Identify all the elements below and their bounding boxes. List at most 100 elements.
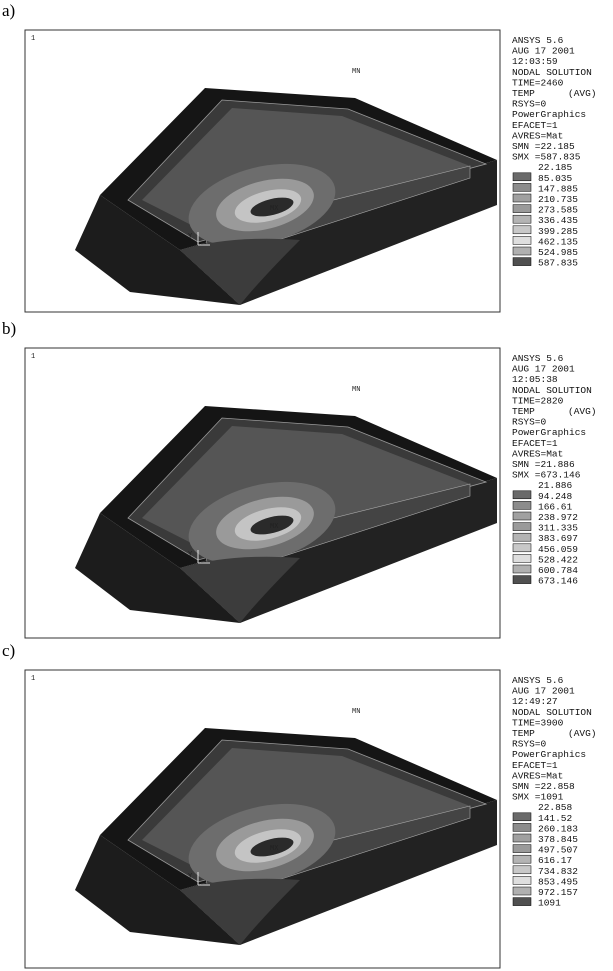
legend-swatch	[513, 501, 531, 509]
legend-swatch	[513, 554, 531, 562]
info-line: AUG 17 2001	[512, 364, 575, 375]
legend-value: 311.335	[538, 523, 578, 534]
info-line: SMX =1091	[512, 792, 564, 803]
mx-label: MX	[270, 523, 279, 531]
legend-swatch	[513, 887, 531, 895]
legend-value: 238.972	[538, 512, 578, 523]
info-avg: (AVG)	[568, 88, 597, 99]
legend-value: 734.832	[538, 866, 578, 877]
legend-value: 22.858	[538, 802, 573, 813]
legend-value: 273.585	[538, 205, 578, 216]
legend-value: 853.495	[538, 876, 578, 887]
info-line: PowerGraphics	[512, 427, 586, 438]
legend-swatch	[513, 173, 531, 181]
legend-swatch	[513, 183, 531, 191]
legend-value: 456.059	[538, 544, 578, 555]
info-line: ANSYS 5.6	[512, 353, 564, 364]
legend-value: 528.422	[538, 554, 578, 565]
info-line: SMX =673.146	[512, 470, 581, 481]
legend-value: 972.157	[538, 887, 578, 898]
legend-value: 210.735	[538, 194, 578, 205]
info-line: 12:05:38	[512, 374, 558, 385]
mx-label: MX	[270, 845, 279, 853]
info-line: 12:03:59	[512, 56, 558, 67]
info-line: SMN =22.858	[512, 781, 575, 792]
legend-swatch	[513, 512, 531, 520]
info-line: NODAL SOLUTION	[512, 707, 592, 718]
legend-swatch	[513, 205, 531, 213]
panel-label: c)	[2, 641, 15, 660]
mn-label: MN	[352, 68, 360, 76]
legend-swatch	[513, 215, 531, 223]
info-line: SMX =587.835	[512, 152, 581, 163]
info-line: TIME=3900	[512, 717, 564, 728]
info-line: PowerGraphics	[512, 109, 586, 120]
info-line: TEMP	[512, 406, 535, 417]
legend-swatch	[513, 523, 531, 531]
info-line: ANSYS 5.6	[512, 35, 564, 46]
legend-value: 497.507	[538, 845, 578, 856]
info-line: TEMP	[512, 88, 535, 99]
legend-swatch	[513, 565, 531, 573]
legend-swatch	[513, 576, 531, 584]
legend-value: 21.886	[538, 480, 573, 491]
legend-value: 399.285	[538, 226, 578, 237]
info-line: SMN =22.185	[512, 141, 575, 152]
info-line: ANSYS 5.6	[512, 675, 564, 686]
info-line: AVRES=Mat	[512, 448, 563, 459]
legend-value: 673.146	[538, 576, 578, 587]
info-avg: (AVG)	[568, 728, 597, 739]
legend-swatch	[513, 866, 531, 874]
info-line: PowerGraphics	[512, 749, 586, 760]
info-line: EFACET=1	[512, 438, 558, 449]
legend-swatch	[513, 876, 531, 884]
legend-value: 383.697	[538, 533, 578, 544]
legend-swatch	[513, 813, 531, 821]
info-line: EFACET=1	[512, 120, 558, 131]
mn-label: MN	[352, 708, 360, 716]
view-number: 1	[31, 35, 35, 43]
legend-value: 94.248	[538, 491, 573, 502]
legend-value: 1091	[538, 898, 561, 909]
info-line: TEMP	[512, 728, 535, 739]
info-line: AVRES=Mat	[512, 770, 563, 781]
legend-swatch	[513, 845, 531, 853]
legend-value: 85.035	[538, 173, 573, 184]
legend-value: 260.183	[538, 823, 578, 834]
info-line: RSYS=0	[512, 739, 547, 750]
legend-swatch	[513, 898, 531, 906]
legend-value: 22.185	[538, 162, 573, 173]
legend-value: 524.985	[538, 247, 578, 258]
panel-label: b)	[2, 319, 16, 338]
legend-swatch	[513, 258, 531, 266]
mn-label: MN	[352, 386, 360, 394]
legend-value: 587.835	[538, 258, 578, 269]
info-line: AUG 17 2001	[512, 46, 575, 57]
info-line: TIME=2460	[512, 77, 564, 88]
legend-value: 378.845	[538, 834, 578, 845]
info-line: 12:49:27	[512, 696, 558, 707]
mx-label: MX	[270, 205, 279, 213]
legend-value: 147.885	[538, 183, 578, 194]
legend-swatch	[513, 533, 531, 541]
info-line: AUG 17 2001	[512, 686, 575, 697]
info-line: TIME=2820	[512, 395, 564, 406]
info-line: SMN =21.886	[512, 459, 575, 470]
info-line: NODAL SOLUTION	[512, 385, 592, 396]
legend-value: 166.61	[538, 501, 573, 512]
info-line: RSYS=0	[512, 99, 547, 110]
legend-value: 462.135	[538, 236, 578, 247]
info-line: AVRES=Mat	[512, 130, 563, 141]
view-number: 1	[31, 675, 35, 683]
legend-swatch	[513, 823, 531, 831]
legend-swatch	[513, 855, 531, 863]
legend-swatch	[513, 236, 531, 244]
info-line: NODAL SOLUTION	[512, 67, 592, 78]
panel-label: a)	[2, 1, 15, 20]
info-avg: (AVG)	[568, 406, 597, 417]
figure: a)1MNMXYANSYS 5.6AUG 17 200112:03:59NODA…	[0, 0, 613, 971]
legend-value: 336.435	[538, 215, 578, 226]
legend-value: 141.52	[538, 813, 573, 824]
legend-swatch	[513, 491, 531, 499]
